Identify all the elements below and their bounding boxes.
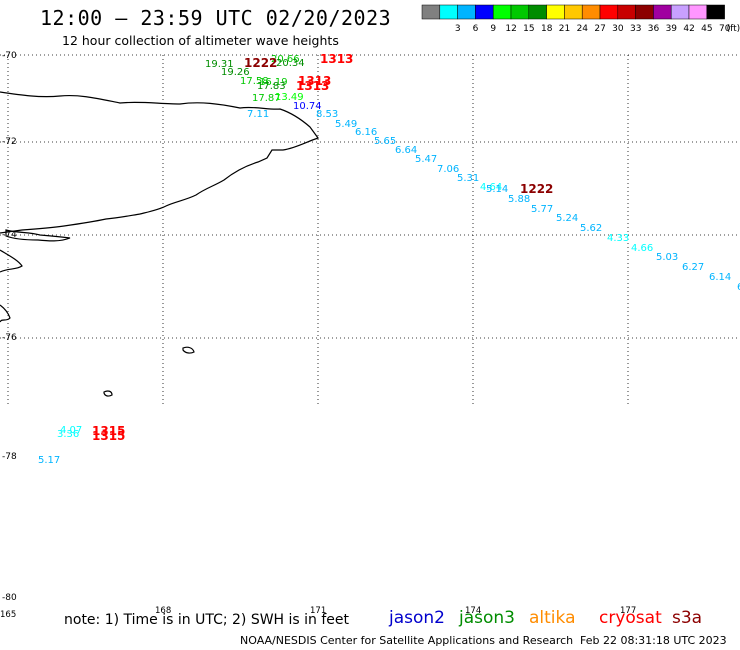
time-label: 1313	[320, 52, 353, 66]
scale-label: 6	[473, 24, 479, 34]
footer-note: note: 1) Time is in UTC; 2) SWH is in fe…	[64, 612, 350, 628]
scale-label: 42	[683, 24, 694, 34]
wave-height-label: 5.62	[580, 223, 602, 234]
scale-label: 3	[455, 24, 461, 34]
coastline-islet	[5, 229, 71, 242]
wave-height-label: 3.36	[57, 429, 79, 440]
wave-height-label: 10.74	[293, 101, 322, 112]
wave-height-label: 6.16	[355, 127, 377, 138]
latitude-label: -72	[2, 137, 17, 147]
wave-height-label: 17.83	[257, 81, 286, 92]
wave-height-label: 20.66	[271, 54, 300, 65]
footer-credit: NOAA/NESDIS Center for Satellite Applica…	[240, 634, 574, 647]
color-scale: 3 6 9 12 15 18 21 24 27 30 33 36 39 42 45 70(ft)	[421, 4, 740, 34]
longitude-label: 165	[0, 610, 17, 620]
wave-height-label: 6.27	[682, 262, 704, 273]
satellite-legend-item: altika	[529, 608, 576, 628]
wave-height-label: 5.77	[531, 204, 553, 215]
latitude-label: -76	[2, 333, 17, 343]
latitude-label: -74	[2, 230, 17, 240]
wave-height-label: 4.64	[480, 182, 502, 193]
time-label: 1313	[298, 74, 331, 88]
satellite-legend-item: jason2	[389, 608, 445, 628]
scale-label: 9	[490, 24, 496, 34]
coastline-main	[0, 91, 319, 234]
wave-height-label: 7.06	[437, 164, 459, 175]
footer-timestamp: Feb 22 08:31:18 UTC 2023	[580, 634, 727, 647]
wave-height-label: 4.07	[60, 425, 82, 436]
wave-height-label: 4.66	[631, 243, 653, 254]
scale-label: 33	[630, 24, 641, 34]
longitude-label: 171	[310, 606, 327, 616]
scale-unit: (ft)	[727, 24, 740, 34]
time-label: 1222	[520, 182, 553, 196]
wave-height-label: 5.03	[656, 252, 678, 263]
scale-label: 12	[505, 24, 516, 34]
wave-height-label: 17.58	[240, 76, 269, 87]
scale-label: 39	[666, 24, 678, 34]
time-label: 1315	[92, 424, 125, 438]
longitude-label: 168	[155, 606, 172, 616]
scale-label: 36	[648, 24, 660, 34]
wave-height-label: 19.26	[221, 67, 250, 78]
satellite-legend-item: cryosat	[599, 608, 662, 628]
latitude-label: -80	[2, 593, 17, 603]
wave-height-label: 5.17	[38, 455, 60, 466]
page-title: 12:00 – 23:59 UTC 02/20/2023	[40, 6, 392, 30]
wave-height-label: 20.34	[276, 58, 305, 69]
coastline-south	[0, 249, 23, 273]
wave-height-label: 16.19	[259, 77, 288, 88]
scale-label: 21	[559, 24, 570, 34]
scale-label: 30	[612, 24, 624, 34]
scale-swatch	[706, 4, 725, 20]
satellite-legend-item: s3a	[672, 608, 703, 628]
longitude-label: 174	[465, 606, 482, 616]
scale-label: 15	[523, 24, 534, 34]
scale-label: 70	[719, 24, 731, 34]
scale-label: 18	[541, 24, 553, 34]
wave-height-label: 6.64	[395, 145, 417, 156]
coastline	[0, 91, 319, 397]
latitude-label: -70	[2, 51, 17, 61]
wave-height-label: 5.65	[374, 136, 396, 147]
wave-height-label: 5.49	[335, 119, 357, 130]
wave-height-label: 5.47	[415, 154, 437, 165]
wave-height-labels: 19.3119.2617.5816.1917.8317.8713.4910.74…	[38, 54, 740, 466]
graticule	[0, 54, 740, 406]
wave-height-label: 5.31	[457, 173, 479, 184]
wave-height-label: 13.49	[275, 92, 304, 103]
wave-height-label: 5.14	[486, 184, 508, 195]
wave-height-label: 5.88	[508, 194, 530, 205]
wave-height-label: 5.24	[556, 213, 578, 224]
wave-height-label: 7.11	[247, 109, 269, 120]
island-small-2	[103, 390, 113, 397]
time-label: 1222	[244, 56, 277, 70]
coastline-edge	[0, 304, 11, 323]
time-label: 1315	[92, 429, 125, 443]
page-subtitle: 12 hour collection of altimeter wave hei…	[62, 33, 339, 48]
wave-height-label: 17.87	[252, 93, 281, 104]
satellite-legend-item: jason3	[459, 608, 515, 628]
island-small-1	[182, 346, 195, 354]
time-label: 1313	[296, 79, 329, 93]
scale-label: 45	[701, 24, 712, 34]
scale-label: 24	[577, 24, 589, 34]
wave-height-label: 6	[737, 282, 740, 293]
scale-label: 27	[594, 24, 605, 34]
wave-height-label: 19.31	[205, 59, 234, 70]
wave-height-label: 4.33	[607, 233, 629, 244]
wave-height-label: 8.53	[316, 109, 338, 120]
longitude-label: 177	[620, 606, 637, 616]
wave-height-label: 6.14	[709, 272, 731, 283]
latitude-label: -78	[2, 452, 17, 462]
